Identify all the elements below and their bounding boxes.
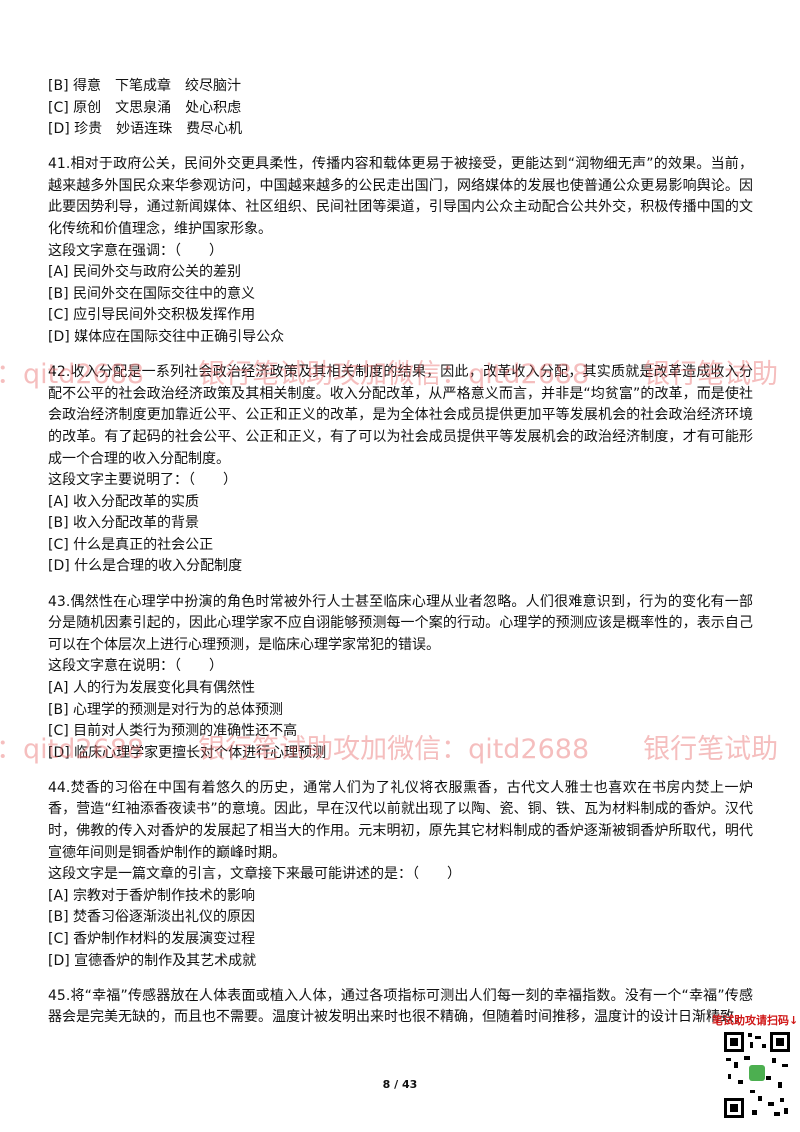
question-prompt: 这段文字是一篇文章的引言，文章接下来最可能讲述的是：（ ） [48, 866, 461, 883]
question-number: 42. [48, 364, 71, 381]
option: [A] 宗教对于香炉制作技术的影响 [48, 887, 255, 904]
option: [C] 目前对人类行为预测的准确性还不高 [48, 723, 298, 740]
question: 44.焚香的习俗在中国有着悠久的历史，通常人们为了礼仪将衣服熏香，古代文人雅士也… [48, 778, 753, 972]
watermark: ：qitd2688 银行笔试助攻加微信：qitd2688 银行笔试助 [0, 734, 779, 765]
option: [D] 宣德香炉的制作及其艺术成就 [48, 952, 257, 969]
option: [D] 什么是合理的收入分配制度 [48, 558, 243, 575]
question-text: 收入分配是一系列社会政治经济政策及其相关制度的结果，因此，改革收入分配，其实质就… [48, 364, 753, 467]
option: [B] 民间外交在国际交往中的意义 [48, 285, 255, 302]
question-number: 44. [48, 779, 71, 796]
page-number: 8 / 43 [382, 1078, 418, 1091]
option: [B] 得意 下笔成章 绞尽脑汁 [48, 78, 241, 94]
passage: 41.相对于政府公关，民间外交更具柔性，传播内容和载体更易于被接受，更能达到“润… [48, 154, 753, 240]
option: [D] 媒体应在国际交往中正确引导公众 [48, 329, 285, 346]
watermark: ：qitd2688 银行笔试助攻加微信：qitd2688 银行笔试助 [0, 359, 779, 390]
question-prompt: 这段文字意在强调：（ ） [48, 242, 223, 259]
question: 42.收入分配是一系列社会政治经济政策及其相关制度的结果，因此，改革收入分配，其… [48, 362, 753, 578]
question: 41.相对于政府公关，民间外交更具柔性，传播内容和载体更易于被接受，更能达到“润… [48, 154, 753, 348]
option: [C] 原创 文思泉涌 处心积虑 [48, 99, 242, 116]
passage: 44.焚香的习俗在中国有着悠久的历史，通常人们为了礼仪将衣服熏香，古代文人雅士也… [48, 778, 753, 864]
qr-caption: 笔试助攻请扫码↓ [712, 1014, 799, 1027]
question-text: 相对于政府公关，民间外交更具柔性，传播内容和载体更易于被接受，更能达到“润物细无… [48, 156, 753, 238]
option: [B] 心理学的预测是对行为的总体预测 [48, 701, 283, 718]
passage: 43.偶然性在心理学中扮演的角色时常被外行人士甚至临床心理从业者忽略。人们很难意… [48, 592, 753, 657]
option: [A] 收入分配改革的实质 [48, 493, 199, 510]
question-prompt: 这段文字意在说明：（ ） [48, 658, 223, 675]
passage: 45.将“幸福”传感器放在人体表面或植入人体，通过各项指标可测出人们每一刻的幸福… [48, 986, 753, 1029]
question-number: 41. [48, 156, 71, 173]
option: [B] 收入分配改革的背景 [48, 515, 199, 532]
question: 45.将“幸福”传感器放在人体表面或植入人体，通过各项指标可测出人们每一刻的幸福… [48, 986, 753, 1029]
content: [B] 得意 下笔成章 绞尽脑汁 [C] 原创 文思泉涌 处心积虑 [D] 珍贵 妙… [48, 76, 753, 1029]
option: [C] 香炉制作材料的发展演变过程 [48, 930, 256, 947]
option: [A] 民间外交与政府公关的差别 [48, 264, 241, 281]
question-number: 43. [48, 593, 71, 610]
question-text: 将“幸福”传感器放在人体表面或植入人体，通过各项指标可测出人们每一刻的幸福指数。… [48, 987, 753, 1026]
question-text: 偶然性在心理学中扮演的角色时常被外行人士甚至临床心理从业者忽略。人们很难意识到，… [48, 593, 753, 653]
option: [A] 人的行为发展变化具有偶然性 [48, 679, 255, 696]
qr-code [722, 1030, 792, 1120]
option: [B] 焚香习俗逐渐淡出礼仪的原因 [48, 909, 255, 926]
option: [D] 珍贵 妙语连珠 费尽心机 [48, 121, 243, 138]
option: [C] 应引导民间外交积极发挥作用 [48, 307, 256, 324]
option: [C] 什么是真正的社会公正 [48, 536, 214, 553]
question: 43.偶然性在心理学中扮演的角色时常被外行人士甚至临床心理从业者忽略。人们很难意… [48, 592, 753, 765]
option: [D] 临床心理学家更擅长对个体进行心理预测 [48, 744, 327, 761]
question-number: 45. [48, 987, 71, 1004]
passage: 42.收入分配是一系列社会政治经济政策及其相关制度的结果，因此，改革收入分配，其… [48, 362, 753, 470]
question-prompt: 这段文字主要说明了：（ ） [48, 472, 237, 489]
question-text: 焚香的习俗在中国有着悠久的历史，通常人们为了礼仪将衣服熏香，古代文人雅士也喜欢在… [48, 779, 753, 861]
